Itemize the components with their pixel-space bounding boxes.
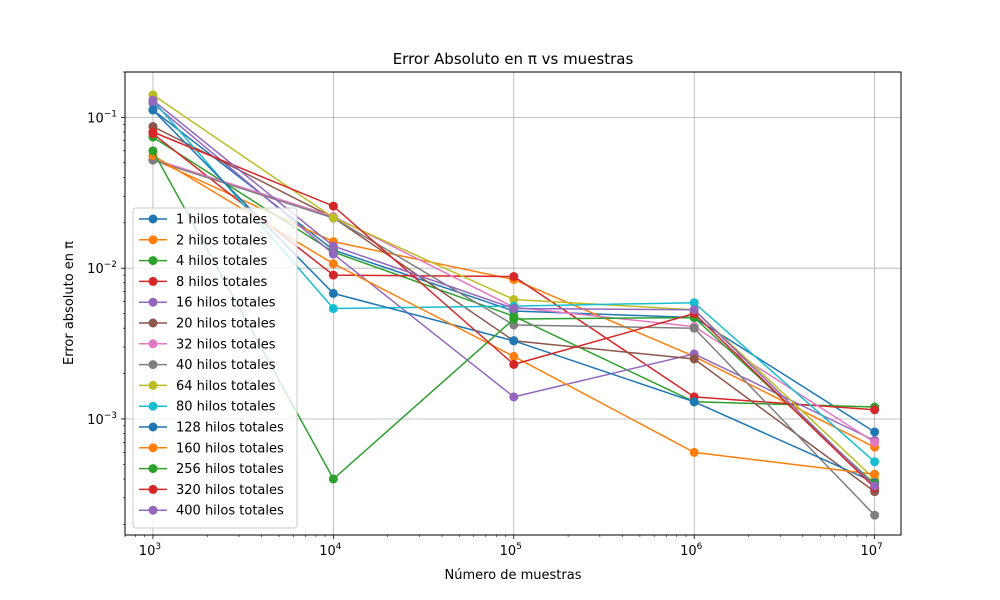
legend-marker (148, 360, 158, 370)
data-point (328, 201, 338, 211)
y-tick-label: 10−1 (87, 109, 117, 126)
legend-label: 1 hilos totales (176, 213, 267, 228)
legend-item: 320 hilos totales (139, 483, 284, 498)
legend-marker (148, 339, 158, 349)
data-point (509, 314, 519, 324)
legend-label: 20 hilos totales (176, 317, 276, 332)
series-13 (148, 127, 880, 493)
legend-marker (148, 505, 158, 515)
legend-label: 2 hilos totales (176, 233, 267, 248)
data-point (870, 437, 880, 447)
data-point (689, 397, 699, 407)
legend-label: 40 hilos totales (176, 358, 276, 373)
data-point (148, 146, 158, 156)
legend-item: 80 hilos totales (139, 400, 276, 415)
data-point (689, 305, 699, 315)
legend-label: 128 hilos totales (176, 421, 284, 436)
legend-label: 16 hilos totales (176, 296, 276, 311)
x-tick-label: 103 (139, 542, 161, 559)
legend-marker (148, 235, 158, 245)
data-point (870, 405, 880, 415)
data-point (148, 95, 158, 105)
legend-marker (148, 297, 158, 307)
legend-marker (148, 422, 158, 432)
y-axis-ticks: 10−3 10−2 10−1 (87, 109, 125, 428)
data-point (509, 304, 519, 314)
legend-item: 40 hilos totales (139, 358, 276, 373)
x-tick-label: 107 (860, 542, 882, 559)
legend-item: 4 hilos totales (139, 254, 267, 269)
y-tick-label: 10−2 (87, 260, 117, 277)
legend-item: 256 hilos totales (139, 462, 284, 477)
legend-label: 64 hilos totales (176, 379, 276, 394)
data-point (328, 213, 338, 223)
legend-item: 128 hilos totales (139, 421, 284, 436)
legend-box (132, 207, 298, 529)
data-point (509, 294, 519, 304)
legend-item: 160 hilos totales (139, 441, 284, 456)
legend-marker (148, 214, 158, 224)
data-point (870, 481, 880, 491)
data-point (328, 259, 338, 269)
legend-marker (148, 464, 158, 474)
data-point (689, 298, 699, 308)
legend-marker (148, 401, 158, 411)
legend-label: 80 hilos totales (176, 400, 276, 415)
legend-item: 16 hilos totales (139, 296, 276, 311)
plot-frame (124, 71, 902, 536)
legend-item: 32 hilos totales (139, 337, 276, 352)
chart-title: Error Absoluto en π vs muestras (393, 50, 634, 68)
data-point (328, 304, 338, 314)
legend-label: 4 hilos totales (176, 254, 267, 269)
x-tick-label: 106 (680, 542, 703, 559)
data-point (870, 469, 880, 479)
x-axis-title: Número de muestras (444, 568, 581, 583)
legend-marker (148, 443, 158, 453)
data-point (870, 457, 880, 467)
legend-item: 2 hilos totales (139, 233, 267, 248)
data-point (870, 510, 880, 520)
legend-marker (148, 256, 158, 266)
legend-item: 1 hilos totales (139, 213, 267, 228)
legend-item: 20 hilos totales (139, 317, 276, 332)
y-axis-title: Error absoluto en π (62, 241, 77, 365)
x-tick-label: 104 (319, 542, 342, 559)
y-tick-label: 10−3 (87, 411, 117, 428)
legend-label: 160 hilos totales (176, 441, 284, 456)
legend-label: 32 hilos totales (176, 337, 276, 352)
x-axis-ticks: 103 104 105 106 107 (139, 535, 883, 559)
data-point (328, 474, 338, 484)
data-point (328, 249, 338, 259)
data-point (509, 392, 519, 402)
data-point (870, 427, 880, 437)
legend-marker (148, 484, 158, 494)
data-point (328, 288, 338, 298)
data-point (689, 354, 699, 364)
data-point (509, 336, 519, 346)
legend: 1 hilos totales 2 hilos totales 4 hilos to… (132, 207, 298, 529)
x-tick-label: 105 (500, 542, 522, 559)
data-point (328, 241, 338, 251)
legend-item: 8 hilos totales (139, 275, 267, 290)
legend-label: 320 hilos totales (176, 483, 284, 498)
data-point (689, 447, 699, 457)
legend-item: 400 hilos totales (139, 504, 284, 519)
legend-marker (148, 276, 158, 286)
legend-marker (148, 318, 158, 328)
data-point (689, 323, 699, 333)
legend-marker (148, 380, 158, 390)
data-point (509, 351, 519, 361)
legend-label: 400 hilos totales (176, 504, 284, 519)
data-point (509, 272, 519, 282)
legend-label: 256 hilos totales (176, 462, 284, 477)
data-point (509, 359, 519, 369)
legend-label: 8 hilos totales (176, 275, 267, 290)
legend-item: 64 hilos totales (139, 379, 276, 394)
series-14 (148, 95, 880, 491)
data-point (148, 127, 158, 137)
data-point (328, 270, 338, 280)
data-point (148, 105, 158, 115)
